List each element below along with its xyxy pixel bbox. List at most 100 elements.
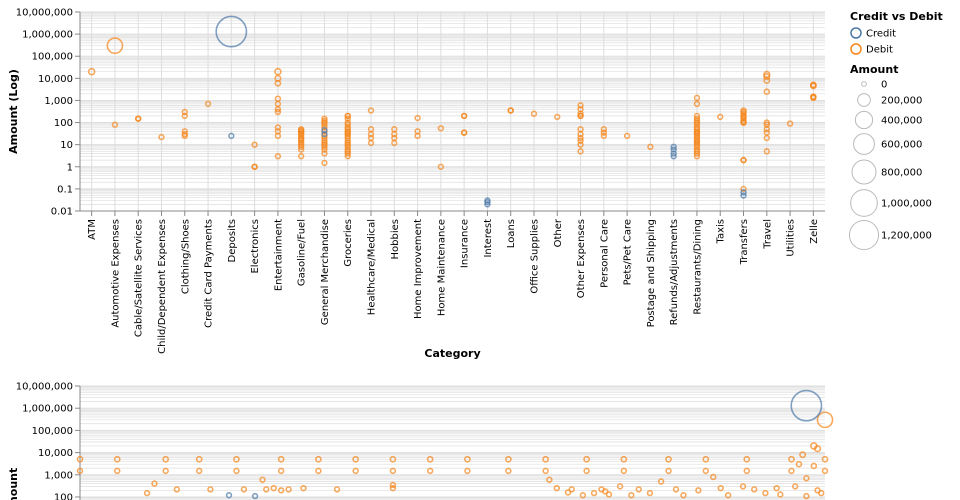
point-debit	[277, 455, 285, 463]
point-debit	[795, 460, 803, 468]
point-debit-zelle	[810, 94, 817, 102]
point-debit-general-merchandise	[321, 143, 328, 151]
point-debit-home-maintenance	[437, 125, 445, 132]
point-debit-gasoline-fuel	[297, 137, 305, 144]
point-debit-home-maintenance	[437, 163, 445, 170]
point-credit-transfers	[740, 192, 747, 199]
point-debit	[277, 467, 285, 475]
point-debit	[646, 489, 654, 497]
x-tick-label-restaurants-dining: Restaurants/Dining	[692, 219, 703, 315]
x-tick-label-gasoline-fuel: Gasoline/Fuel	[297, 219, 308, 286]
point-debit	[195, 467, 203, 475]
point-debit-cable-satellite-services	[135, 115, 142, 122]
point-debit-healthcare-medical	[367, 139, 375, 147]
point-debit	[695, 487, 702, 494]
point-debit	[620, 467, 628, 475]
point-debit-transfers	[740, 119, 747, 126]
x-tick-label-general-merchandise: General Merchandise	[320, 219, 331, 325]
x-tick-label-groceries: Groceries	[343, 219, 354, 267]
point-debit-insurance	[460, 112, 468, 120]
x-tick-label-child-dependent-expenses: Child/Dependent Expenses	[157, 219, 168, 354]
y-tick-label: 10,000,000	[16, 8, 73, 19]
point-debit-groceries	[344, 153, 351, 160]
point-debit-taxis	[717, 113, 724, 121]
point-debit	[665, 455, 672, 463]
point-debit-travel	[763, 88, 771, 95]
point-debit	[803, 475, 810, 482]
point-debit	[583, 467, 590, 475]
point-debit-groceries	[344, 137, 351, 144]
point-debit	[233, 455, 240, 463]
point-debit-other-expenses	[577, 102, 584, 109]
point-debit-clothing-shoes	[181, 112, 188, 120]
point-credit-general-merchandise	[321, 127, 328, 134]
point-debit-groceries	[344, 112, 351, 120]
x-tick-label-electronics: Electronics	[250, 219, 261, 274]
y-tick-label: 1,000,000	[22, 30, 73, 41]
point-debit	[724, 492, 732, 499]
point-debit	[162, 455, 170, 463]
point-credit-refunds-adjustments	[670, 146, 677, 153]
legend-size-label: 200,000	[881, 96, 922, 107]
point-credit-refunds-adjustments	[670, 153, 677, 160]
point-debit	[464, 455, 471, 463]
point-debit	[743, 455, 751, 463]
point-debit	[263, 486, 270, 493]
point-debit	[285, 486, 292, 493]
point-debit-clothing-shoes	[181, 108, 188, 116]
point-debit	[151, 480, 158, 487]
point-debit	[505, 467, 512, 475]
y-tick-label: 100	[54, 493, 73, 500]
legend-size-label: 800,000	[881, 168, 922, 179]
point-debit	[739, 483, 747, 490]
y-tick-label: 1	[67, 162, 73, 173]
legend-size-label: 0	[881, 80, 887, 91]
point-debit	[788, 455, 795, 463]
x-tick-label-credit-card-payments: Credit Card Payments	[204, 219, 215, 328]
y-tick-label: 10,000	[38, 74, 73, 85]
point-debit	[657, 478, 665, 485]
x-tick-label-office-supplies: Office Supplies	[529, 219, 540, 294]
point-debit-home-improvement	[414, 114, 421, 122]
point-debit	[270, 484, 277, 492]
point-debit-transfers	[740, 185, 747, 193]
point-debit-automotive-expenses	[106, 37, 124, 55]
point-debit	[788, 467, 795, 475]
point-debit	[426, 455, 434, 463]
point-debit-restaurants-dining	[693, 94, 701, 102]
point-debit-electronics	[251, 141, 258, 148]
point-debit-personal-care	[600, 129, 608, 136]
point-debit	[233, 467, 240, 475]
point-debit	[542, 455, 549, 463]
point-debit	[635, 486, 642, 493]
point-debit	[143, 489, 151, 497]
point-debit-restaurants-dining	[693, 153, 701, 160]
point-debit	[777, 491, 784, 498]
legend-size-symbol	[861, 81, 867, 87]
point-debit-travel	[763, 148, 770, 155]
point-debit-child-dependent-expenses	[158, 133, 165, 141]
point-debit	[717, 484, 724, 492]
point-debit	[791, 483, 799, 490]
point-debit	[602, 488, 609, 495]
point-credit-refunds-adjustments	[670, 143, 677, 151]
point-debit	[773, 484, 780, 492]
chart-2-y-axis-title: Amount	[7, 468, 20, 500]
point-credit-deposits	[228, 132, 235, 140]
point-debit-gasoline-fuel	[297, 143, 305, 151]
y-tick-label: 10,000,000	[16, 382, 73, 393]
point-debit	[810, 462, 818, 470]
point-debit	[821, 455, 829, 463]
x-tick-label-zelle: Zelle	[809, 219, 820, 244]
point-debit	[195, 455, 203, 463]
point-credit-interest	[484, 201, 491, 208]
point-debit	[173, 486, 181, 493]
x-tick-label-automotive-expenses: Automotive Expenses	[110, 219, 121, 328]
point-debit-groceries	[344, 150, 351, 157]
point-debit	[762, 489, 769, 497]
legend-symbol-debit	[850, 43, 862, 55]
point-debit	[333, 486, 341, 493]
point-debit	[315, 455, 322, 463]
point-debit	[803, 492, 810, 500]
point-debit-automotive-expenses	[111, 121, 119, 128]
